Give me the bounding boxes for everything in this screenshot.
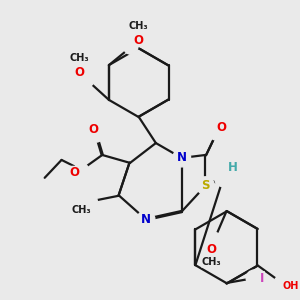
- Text: CH₃: CH₃: [69, 53, 89, 63]
- Circle shape: [196, 177, 214, 195]
- Text: N: N: [141, 213, 151, 226]
- Text: CH₃: CH₃: [202, 257, 221, 267]
- Circle shape: [74, 163, 88, 177]
- Text: CH₃: CH₃: [72, 205, 91, 214]
- Text: CH₃: CH₃: [129, 21, 148, 32]
- Circle shape: [208, 124, 224, 140]
- Circle shape: [208, 232, 221, 246]
- Text: H: H: [228, 161, 238, 174]
- Text: O: O: [206, 243, 216, 256]
- Text: N: N: [177, 152, 187, 164]
- Text: O: O: [74, 66, 84, 79]
- Text: O: O: [134, 34, 144, 47]
- Text: O: O: [88, 123, 98, 136]
- Circle shape: [80, 73, 94, 87]
- Circle shape: [274, 275, 290, 291]
- Circle shape: [246, 270, 262, 286]
- Circle shape: [81, 194, 97, 210]
- Text: O: O: [70, 166, 80, 179]
- Text: I: I: [260, 272, 264, 285]
- Circle shape: [89, 128, 103, 142]
- Circle shape: [173, 149, 190, 167]
- Circle shape: [137, 211, 155, 228]
- Text: OH: OH: [283, 281, 299, 291]
- Text: S: S: [201, 179, 210, 192]
- Circle shape: [124, 40, 138, 54]
- Circle shape: [214, 169, 232, 187]
- Text: O: O: [216, 121, 226, 134]
